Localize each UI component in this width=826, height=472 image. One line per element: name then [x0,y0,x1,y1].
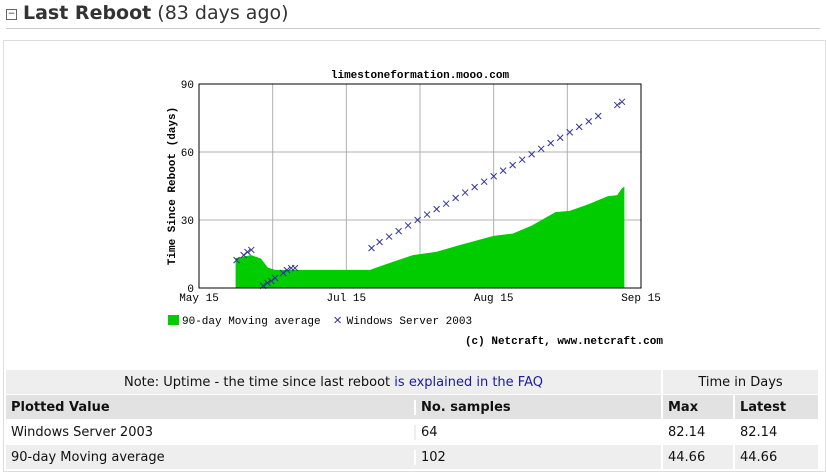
point [385,233,393,240]
y-axis-label: Time Since Reboot (days) [167,107,179,265]
point [556,134,564,142]
cell: Windows Server 2003 [6,424,416,440]
point [566,128,574,136]
point [452,194,459,202]
y-tick-label: 60 [181,148,194,160]
cell: 82.14 [734,419,820,445]
x-tick-label: Jul 15 [327,293,367,305]
point [423,211,431,218]
point [264,279,271,287]
header-group: Plotted Value No. samples [6,394,663,420]
copyright: (c) Netcraft, www.netcraft.com [465,336,663,348]
legend-label: Windows Server 2003 [347,316,472,328]
legend-swatch [168,315,179,325]
point [480,178,488,186]
point [442,200,450,208]
point [271,274,279,282]
point [594,112,602,120]
point [395,227,402,235]
cell: 102 [421,449,446,465]
note-right: Time in Days [662,370,820,395]
cell: 90-day Moving average [6,449,416,465]
point [461,189,469,196]
section-subtitle: (83 days ago) [157,2,289,24]
chart: limestoneformation.mooo.com Time Since R… [167,70,663,348]
point [414,216,421,224]
point [376,238,383,246]
point [233,256,240,264]
chart-title: limestoneformation.mooo.com [331,70,510,82]
y-tick-label: 0 [187,284,194,296]
point [585,118,593,125]
legend-label: 90-day Moving average [182,316,321,328]
area [235,186,625,288]
x-tick-label: Sep 15 [621,293,661,305]
stats-table: Note: Uptime - the time since last reboo… [6,370,820,470]
point [618,98,626,106]
row-group: Windows Server 2003 64 [6,419,663,445]
point [575,123,583,131]
point [471,183,479,191]
x-tick-label: May 15 [179,293,219,305]
cell: 44.66 [662,444,735,470]
point [267,277,275,285]
faq-link[interactable]: is explained in the FAQ [394,374,543,390]
cell: 82.14 [662,419,735,445]
section-header: − Last Reboot (83 days ago) [6,2,820,29]
note-cell: Note: Uptime - the time since last reboo… [6,370,663,395]
y-tick-label: 90 [181,80,194,92]
point [247,246,255,254]
point [404,222,412,229]
point [490,172,498,180]
point [499,167,507,174]
cell: 64 [421,424,438,440]
point [244,248,251,256]
header-cell: No. samples [421,399,511,415]
point [509,161,517,169]
plot-frame [198,83,642,289]
legend-swatch [334,316,341,324]
point [291,264,299,272]
row-group: 90-day Moving average 102 [6,444,663,470]
section-title: Last Reboot [23,2,152,24]
header-cell: Max [662,394,735,420]
y-tick-label: 30 [181,216,194,228]
point [433,205,440,213]
point [537,145,545,153]
collapse-toggle[interactable]: − [6,9,17,20]
divider [6,28,820,29]
point [518,156,526,164]
header-cell: Plotted Value [6,399,416,415]
point [368,244,375,252]
point [283,266,291,274]
point [279,269,287,277]
x-tick-label: Aug 15 [474,293,514,305]
point [528,150,536,158]
cell: 44.66 [734,444,820,470]
point [547,139,555,147]
header-cell: Latest [734,394,820,420]
note: Note: Uptime - the time since last reboo… [124,374,391,390]
point [613,101,621,109]
